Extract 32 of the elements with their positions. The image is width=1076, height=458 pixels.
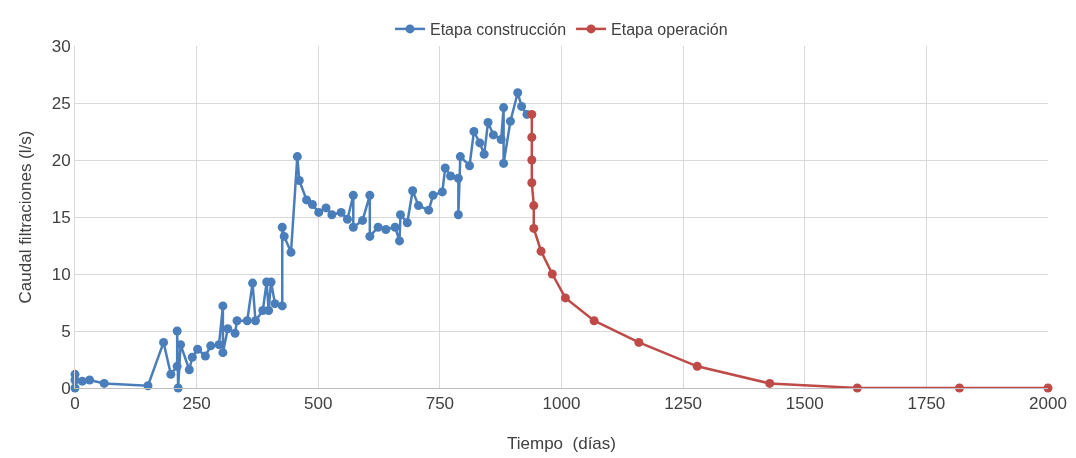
point [560, 293, 570, 303]
y-tick-label: 30 [51, 36, 71, 56]
point [529, 223, 539, 233]
y-tick-label: 25 [51, 93, 71, 113]
x-tick-label: 500 [304, 394, 333, 414]
legend-label: Etapa construcción [430, 21, 567, 39]
x-tick-label: 1500 [785, 394, 824, 414]
point [527, 178, 537, 188]
x-tick-label: 1750 [907, 394, 946, 414]
point [589, 316, 599, 326]
point [547, 269, 557, 279]
point [536, 246, 546, 256]
y-tick-label: 0 [61, 378, 71, 398]
y-tick-label: 15 [51, 207, 71, 227]
y-tick-label: 10 [51, 264, 71, 284]
x-tick-label: 2000 [1029, 394, 1067, 414]
point [527, 155, 537, 165]
point [692, 361, 702, 371]
x-tick-label: 1000 [542, 394, 581, 414]
x-tick-label: 750 [425, 394, 455, 414]
point [765, 378, 775, 388]
point [527, 109, 537, 119]
point [527, 132, 537, 142]
y-axis-title: Caudal filtraciones (l/s) [16, 130, 35, 304]
point [634, 337, 644, 347]
point [529, 201, 539, 211]
x-tick-label: 1250 [664, 394, 703, 414]
legend-label: Etapa operación [611, 21, 728, 39]
y-tick-label: 5 [61, 321, 71, 341]
x-tick-label: 250 [182, 394, 211, 414]
x-axis-title: Tiempo (días) [507, 434, 616, 453]
y-tick-label: 20 [51, 150, 71, 170]
